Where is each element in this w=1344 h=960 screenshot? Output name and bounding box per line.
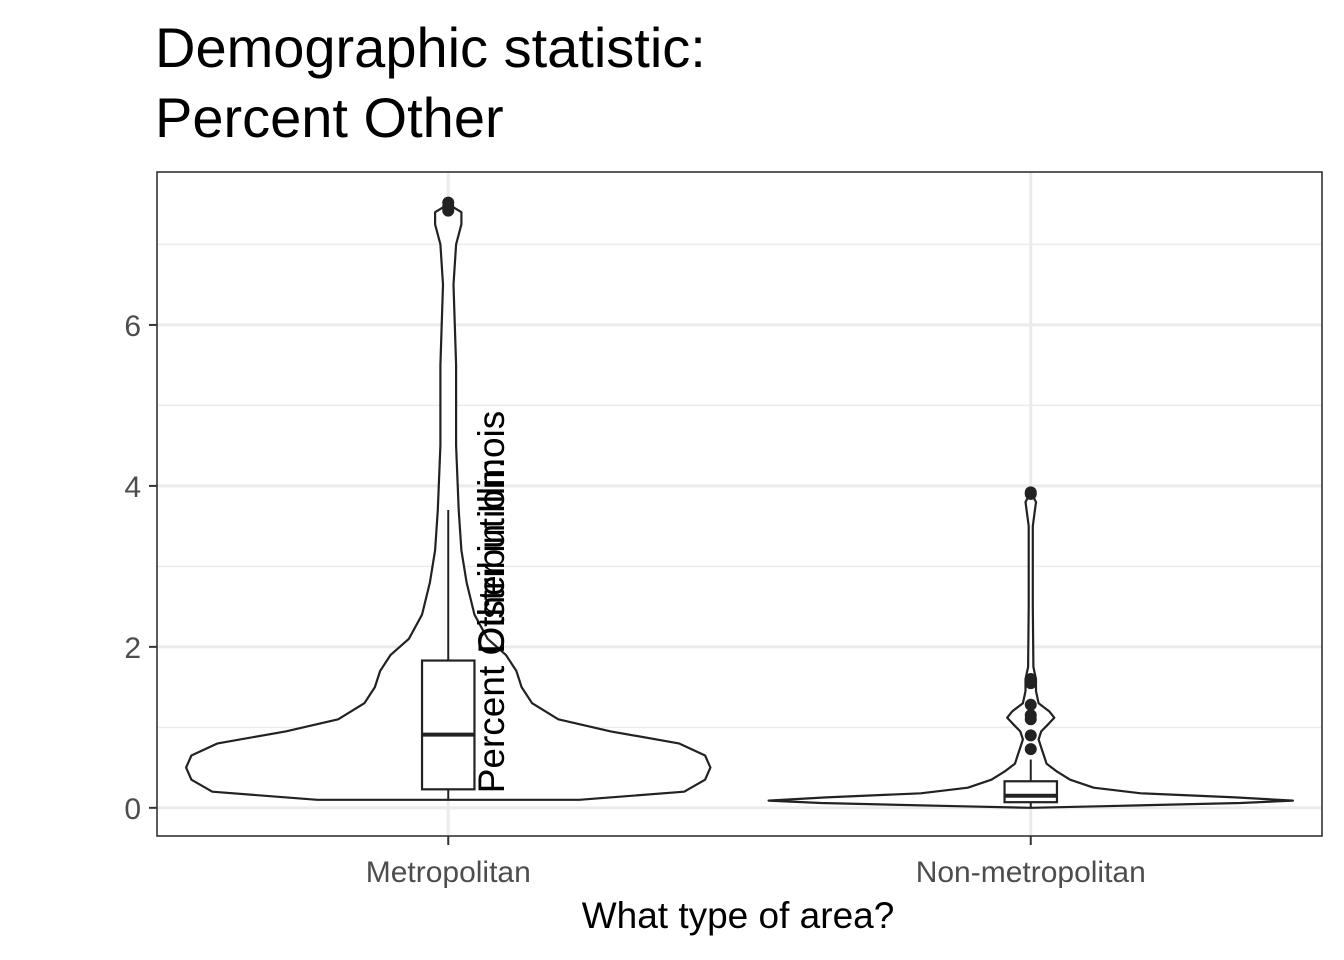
violin-0: [185, 203, 712, 801]
y-tick-label-2: 4: [124, 471, 141, 504]
x-axis-title: What type of area?: [582, 895, 895, 936]
violins: [185, 203, 1294, 809]
outlier-point-1-8: [1024, 486, 1037, 499]
outlier-point-1-4: [1024, 698, 1037, 711]
box-0: [420, 659, 476, 791]
y-tick-label-0: 0: [124, 793, 141, 826]
y-axis-title-line-1: Distribution:: [471, 458, 512, 653]
x-tick-label-1: Non-metropolitan: [916, 856, 1146, 889]
y-tick-label-3: 6: [124, 310, 141, 343]
panel-border: [156, 171, 1323, 837]
y-axis-title-line-2: Percent Other in Illinois: [471, 411, 512, 794]
outlier-point-1-1: [1024, 729, 1037, 742]
outlier-point-1-6: [1024, 673, 1037, 686]
outlier-points: [442, 196, 1037, 756]
chart-title-line-2: Percent Other: [155, 86, 504, 149]
outlier-point-1-3: [1024, 709, 1037, 722]
outlier-point-1-0: [1024, 743, 1037, 756]
y-tick-label-1: 2: [124, 632, 141, 665]
x-axis: Metropolitan Non-metropolitan: [366, 836, 1146, 889]
chart-title-line-1: Demographic statistic:: [155, 16, 706, 79]
box-1: [1003, 780, 1059, 804]
x-tick-label-0: Metropolitan: [366, 856, 531, 889]
outlier-point-0-2: [442, 196, 455, 209]
boxplots: [420, 510, 1059, 808]
y-axis: 0 2 4 6: [124, 310, 157, 826]
